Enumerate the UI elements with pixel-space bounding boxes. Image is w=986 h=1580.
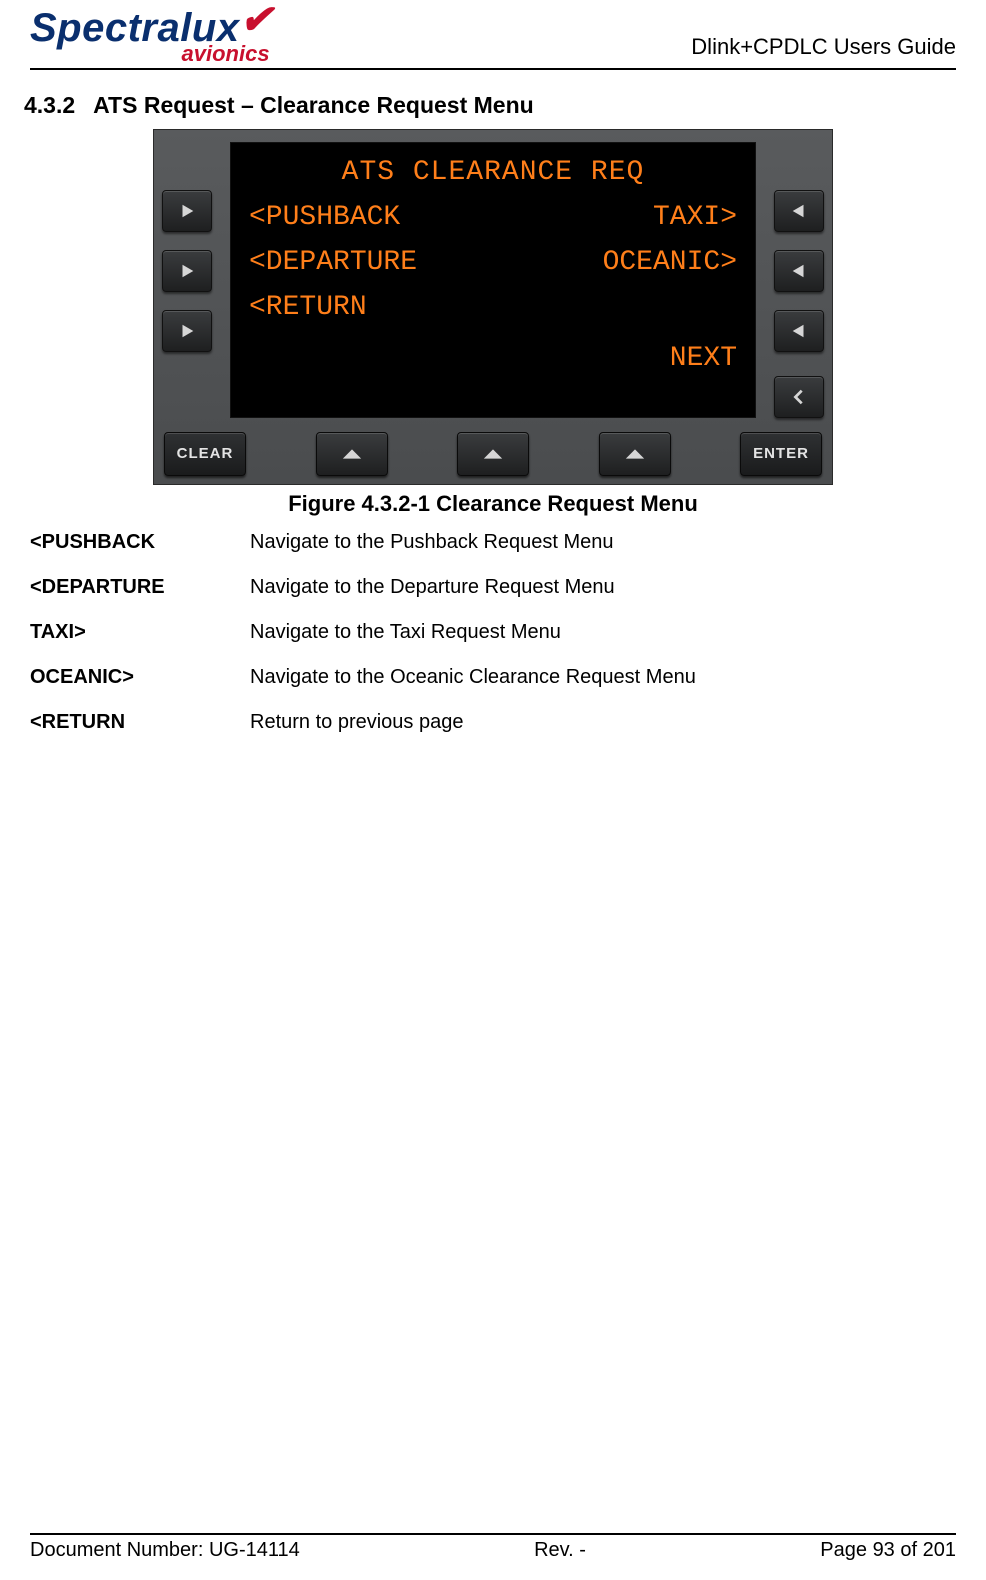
triangle-right-icon	[178, 322, 196, 340]
desc-term: <DEPARTURE	[30, 576, 250, 599]
triangle-left-icon	[790, 322, 808, 340]
section-title: ATS Request – Clearance Request Menu	[93, 92, 534, 119]
desc-term: <RETURN	[30, 711, 250, 734]
triangle-right-icon	[178, 202, 196, 220]
logo-subtitle: avionics	[30, 44, 274, 64]
up-arrow-button-1[interactable]	[316, 432, 388, 476]
desc-def: Return to previous page	[250, 711, 956, 734]
section-number: 4.3.2	[24, 92, 75, 119]
desc-def: Navigate to the Departure Request Menu	[250, 576, 956, 599]
footer-page-number: Page 93 of 201	[820, 1539, 956, 1562]
triangle-left-icon	[790, 262, 808, 280]
desc-def: Navigate to the Pushback Request Menu	[250, 531, 956, 554]
lsk-right-4[interactable]	[774, 376, 824, 418]
screen-departure: <DEPARTURE	[249, 247, 417, 278]
triangle-left-icon	[790, 202, 808, 220]
lsk-right-1[interactable]	[774, 190, 824, 232]
right-lsk-column	[762, 142, 824, 418]
desc-def: Navigate to the Taxi Request Menu	[250, 621, 956, 644]
cdu-screen: ATS CLEARANCE REQ <PUSHBACK TAXI> <DEPAR…	[230, 142, 756, 418]
lsk-left-3[interactable]	[162, 310, 212, 352]
desc-def: Navigate to the Oceanic Clearance Reques…	[250, 666, 956, 689]
left-lsk-column	[162, 142, 224, 418]
desc-term: <PUSHBACK	[30, 531, 250, 554]
up-arrow-icon	[341, 447, 363, 461]
desc-term: TAXI>	[30, 621, 250, 644]
desc-row: <PUSHBACK Navigate to the Pushback Reque…	[30, 531, 956, 554]
cdu-device: ATS CLEARANCE REQ <PUSHBACK TAXI> <DEPAR…	[153, 129, 833, 485]
logo-swoosh-icon: ✔	[240, 0, 274, 42]
up-arrow-icon	[624, 447, 646, 461]
screen-taxi: TAXI>	[653, 202, 737, 233]
triangle-right-icon	[178, 262, 196, 280]
document-title: Dlink+CPDLC Users Guide	[691, 34, 956, 64]
lsk-right-3[interactable]	[774, 310, 824, 352]
enter-button[interactable]: ENTER	[740, 432, 822, 476]
clear-button[interactable]: CLEAR	[164, 432, 246, 476]
up-arrow-button-2[interactable]	[457, 432, 529, 476]
desc-term: OCEANIC>	[30, 666, 250, 689]
lsk-right-2[interactable]	[774, 250, 824, 292]
up-arrow-button-3[interactable]	[599, 432, 671, 476]
lsk-left-2[interactable]	[162, 250, 212, 292]
lsk-left-1[interactable]	[162, 190, 212, 232]
screen-next: NEXT	[249, 343, 737, 374]
page-footer: Document Number: UG-14114 Rev. - Page 93…	[30, 1533, 956, 1580]
desc-row: TAXI> Navigate to the Taxi Request Menu	[30, 621, 956, 644]
company-logo: Spectralux✔ avionics	[30, 10, 274, 64]
screen-pushback: <PUSHBACK	[249, 202, 400, 233]
screen-oceanic: OCEANIC>	[603, 247, 737, 278]
figure-caption: Figure 4.3.2-1 Clearance Request Menu	[30, 491, 956, 517]
page-header: Spectralux✔ avionics Dlink+CPDLC Users G…	[30, 10, 956, 70]
section-heading: 4.3.2 ATS Request – Clearance Request Me…	[24, 92, 956, 119]
screen-title: ATS CLEARANCE REQ	[249, 157, 737, 188]
desc-row: <RETURN Return to previous page	[30, 711, 956, 734]
up-arrow-icon	[482, 447, 504, 461]
screen-return: <RETURN	[249, 292, 367, 323]
description-list: <PUSHBACK Navigate to the Pushback Reque…	[30, 531, 956, 756]
chevron-left-icon	[790, 388, 808, 406]
cdu-bottom-keys: CLEAR ENTER	[162, 432, 824, 476]
desc-row: OCEANIC> Navigate to the Oceanic Clearan…	[30, 666, 956, 689]
footer-doc-number: Document Number: UG-14114	[30, 1539, 300, 1562]
desc-row: <DEPARTURE Navigate to the Departure Req…	[30, 576, 956, 599]
footer-revision: Rev. -	[534, 1539, 586, 1562]
